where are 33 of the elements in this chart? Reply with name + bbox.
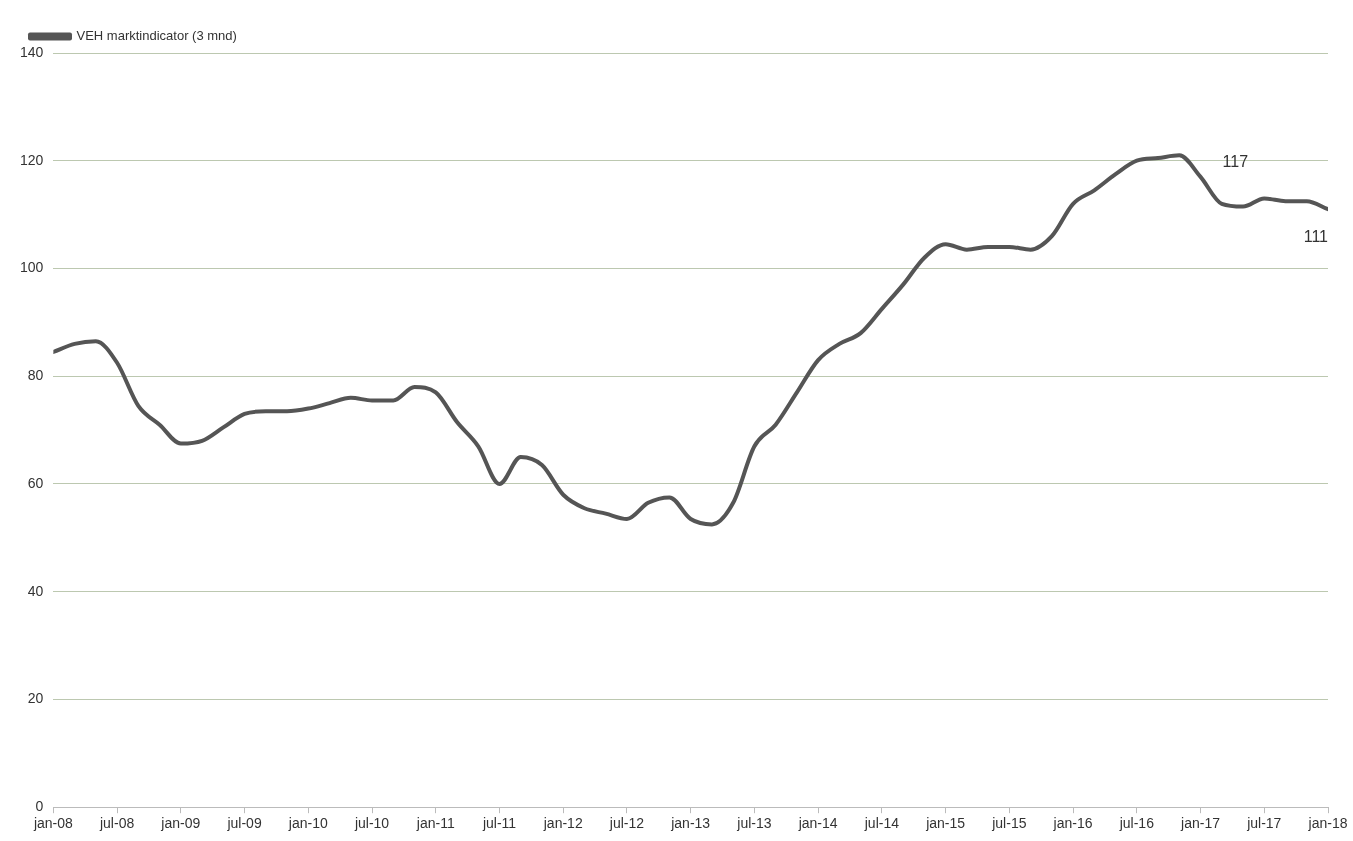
x-tick-label: jul-09: [226, 815, 262, 832]
x-tick-label: jan-08: [32, 815, 74, 832]
y-tick-label: 80: [27, 367, 44, 384]
x-tick-label: jan-17: [1180, 815, 1221, 832]
x-tick-label: jul-13: [736, 815, 772, 832]
line-series: [53, 153, 1328, 527]
y-tick-label: 40: [27, 582, 44, 599]
annotation: 117: [1222, 153, 1249, 171]
x-tick-label: jan-10: [287, 815, 328, 832]
x-tick-label: jul-08: [98, 815, 135, 832]
x-tick-label: jul-17: [1246, 815, 1282, 832]
x-tick-label: jul-14: [863, 815, 900, 832]
y-tick-label: 0: [35, 798, 44, 815]
annotation: 111: [1303, 227, 1329, 245]
x-tick-label: jul-16: [1118, 815, 1155, 832]
x-tick-label: jul-11: [481, 815, 517, 832]
legend-label: VEH marktindicator (3 mnd): [76, 28, 237, 44]
x-tick-label: jan-11: [415, 815, 455, 832]
y-tick-label: 140: [20, 43, 44, 60]
y-tick-label: 60: [27, 474, 44, 491]
x-tick-label: jan-09: [160, 815, 201, 832]
x-tick-label: jan-15: [925, 815, 966, 832]
x-tick-label: jul-15: [991, 815, 1027, 832]
y-tick-label: 120: [20, 151, 44, 168]
x-tick-label: jan-13: [670, 815, 711, 832]
y-tick-label: 100: [20, 259, 44, 276]
x-tick-label: jul-10: [353, 815, 390, 832]
x-tick-label: jan-16: [1052, 815, 1093, 832]
x-tick-label: jan-12: [542, 815, 583, 832]
x-tick-label: jul-12: [608, 815, 645, 832]
x-tick-label: jan-14: [797, 815, 838, 832]
y-tick-label: 20: [27, 690, 44, 707]
x-tick-label: jan-18: [1307, 815, 1348, 832]
